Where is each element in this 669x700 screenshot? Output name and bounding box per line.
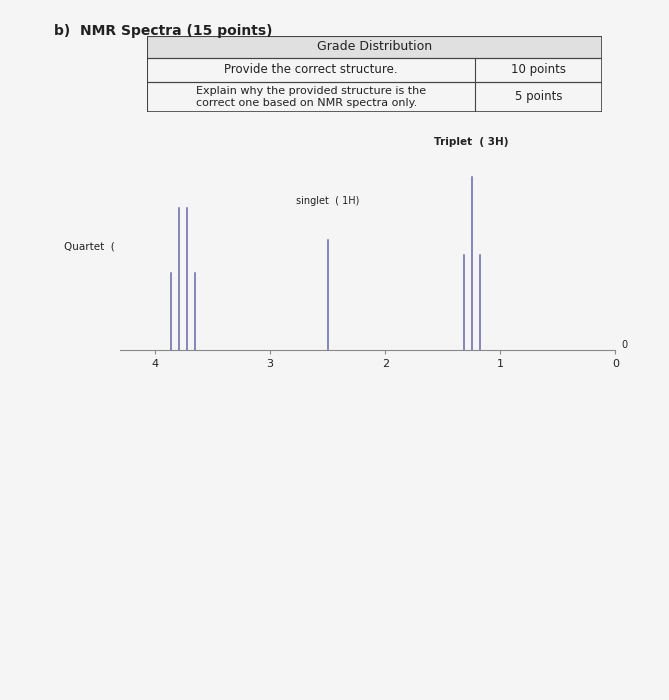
Text: 10 points: 10 points	[511, 63, 566, 76]
Text: Triplet  ( 3H): Triplet ( 3H)	[434, 137, 509, 148]
Text: Provide the correct structure.: Provide the correct structure.	[224, 63, 398, 76]
Text: 5 points: 5 points	[514, 90, 562, 104]
Text: 0: 0	[622, 340, 628, 350]
Text: Quartet  (: Quartet (	[64, 241, 114, 251]
Text: Explain why the provided structure is the
correct one based on NMR spectra only.: Explain why the provided structure is th…	[196, 86, 426, 108]
Text: b)  NMR Spectra (15 points): b) NMR Spectra (15 points)	[54, 25, 272, 38]
Bar	[147, 36, 602, 57]
Text: singlet  ( 1H): singlet ( 1H)	[296, 196, 359, 206]
Bar	[147, 57, 602, 82]
Text: Grade Distribution: Grade Distribution	[317, 41, 432, 53]
Bar	[147, 82, 602, 112]
